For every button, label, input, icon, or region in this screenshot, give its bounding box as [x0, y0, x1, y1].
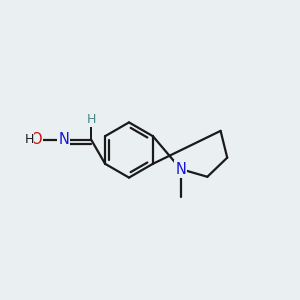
Text: H: H [87, 113, 96, 126]
Text: N: N [176, 162, 186, 177]
Text: N: N [176, 162, 186, 177]
Text: O: O [30, 132, 42, 147]
Text: H: H [24, 134, 34, 146]
Text: N: N [58, 132, 69, 147]
